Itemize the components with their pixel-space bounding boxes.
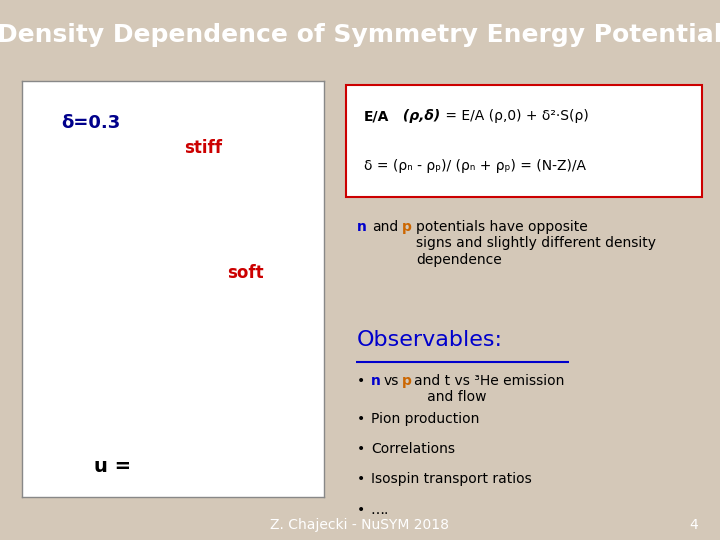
Text: δ = (ρₙ - ρₚ)/ (ρₙ + ρₚ) = (N-Z)/A: δ = (ρₙ - ρₚ)/ (ρₙ + ρₚ) = (N-Z)/A [364,159,585,173]
Text: vs: vs [383,374,399,388]
Text: (ρ,δ): (ρ,δ) [397,109,440,123]
Text: p: p [402,220,411,234]
FancyBboxPatch shape [346,85,702,198]
Text: stiff: stiff [184,139,222,157]
Text: ….: …. [371,503,390,517]
Text: •: • [356,472,364,486]
Text: δ=0.3: δ=0.3 [61,114,120,132]
Text: n: n [356,220,366,234]
Text: E/A: E/A [364,109,389,123]
Text: p: p [402,374,411,388]
Text: and t vs ³He emission
   and flow: and t vs ³He emission and flow [414,374,564,404]
Text: •: • [356,503,364,517]
Text: n: n [371,374,381,388]
Text: Isospin transport ratios: Isospin transport ratios [371,472,531,486]
Text: and: and [373,220,399,234]
Text: •: • [356,442,364,456]
Text: potentials have opposite
signs and slightly different density
dependence: potentials have opposite signs and sligh… [416,220,656,267]
Text: •: • [356,411,364,426]
Text: Density Dependence of Symmetry Energy Potential: Density Dependence of Symmetry Energy Po… [0,23,720,47]
Text: soft: soft [227,264,264,282]
Text: = E/A (ρ,0) + δ²·S(ρ): = E/A (ρ,0) + δ²·S(ρ) [441,109,589,123]
Text: u =: u = [94,457,131,476]
Text: 4: 4 [690,518,698,532]
Text: Observables:: Observables: [356,330,503,350]
Text: Correlations: Correlations [371,442,455,456]
Text: Z. Chajecki - NuSYM 2018: Z. Chajecki - NuSYM 2018 [271,518,449,532]
Text: Pion production: Pion production [371,411,480,426]
Text: •: • [356,374,364,388]
